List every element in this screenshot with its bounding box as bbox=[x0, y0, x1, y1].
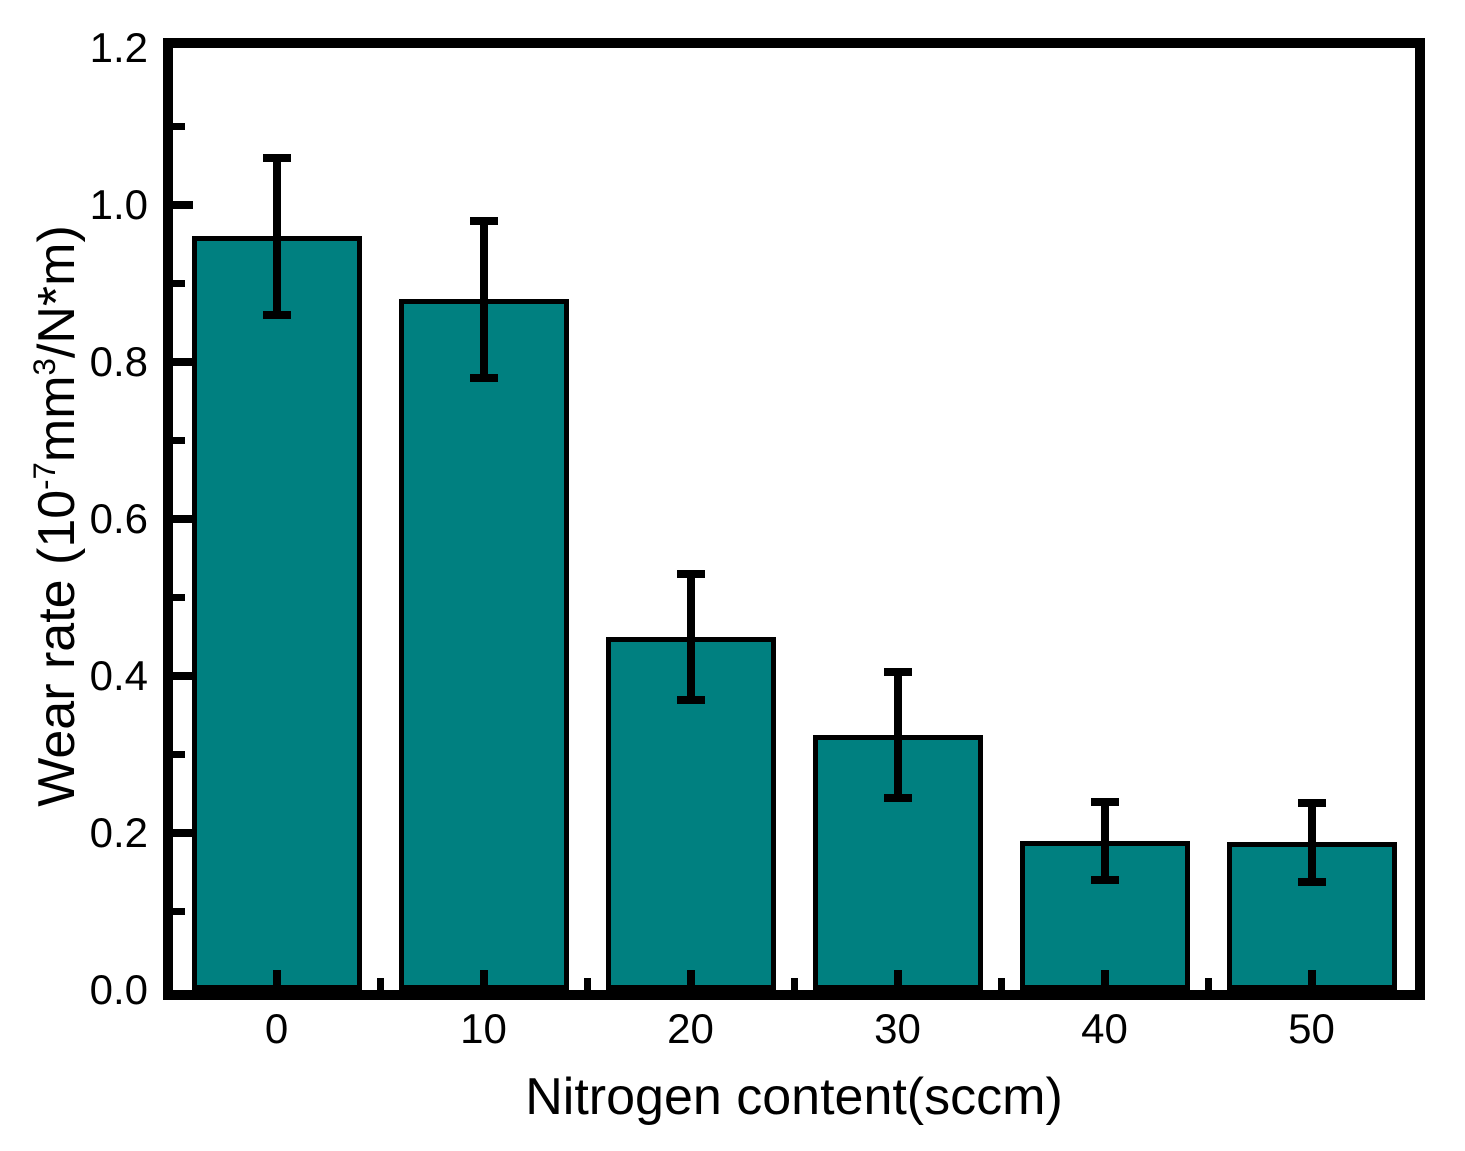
error-bar-bottom-cap bbox=[1090, 876, 1119, 885]
error-bar-bottom-cap bbox=[262, 310, 291, 319]
error-bar-bottom-cap bbox=[883, 793, 912, 802]
x-tick-label: 20 bbox=[667, 1005, 714, 1052]
error-bar-stem bbox=[893, 672, 902, 798]
error-bar-stem bbox=[1307, 803, 1316, 882]
error-bar-stem bbox=[686, 573, 695, 700]
plot-area bbox=[163, 38, 1425, 1000]
y-major-tick bbox=[173, 829, 193, 837]
error-bar-top-cap bbox=[883, 668, 912, 677]
x-major-tick bbox=[893, 970, 902, 990]
x-minor-tick bbox=[997, 978, 1005, 990]
error-bar-bottom-cap bbox=[1297, 877, 1326, 886]
error-bar-top-cap bbox=[1297, 799, 1326, 808]
y-minor-tick bbox=[173, 594, 185, 601]
x-axis-title: Nitrogen content(sccm) bbox=[525, 1068, 1063, 1126]
y-tick-label: 1.2 bbox=[89, 24, 148, 71]
y-axis-title-text: /N*m) bbox=[28, 225, 87, 359]
y-axis-title-text: mm bbox=[28, 375, 87, 463]
y-major-tick bbox=[173, 201, 193, 209]
x-minor-tick bbox=[1204, 978, 1212, 990]
y-minor-tick bbox=[173, 751, 185, 758]
y-tick-label: 1.0 bbox=[89, 181, 148, 228]
y-axis-title-superscript: -7 bbox=[27, 462, 63, 490]
error-bar-stem bbox=[1100, 801, 1109, 881]
error-bar-bottom-cap bbox=[469, 373, 498, 382]
x-major-tick bbox=[272, 970, 281, 990]
y-major-tick bbox=[173, 358, 193, 366]
y-major-tick bbox=[173, 672, 193, 680]
error-bar-top-cap bbox=[469, 216, 498, 225]
y-minor-tick bbox=[173, 908, 185, 915]
y-tick-label: 0.4 bbox=[89, 652, 148, 699]
error-bar-top-cap bbox=[676, 569, 705, 578]
plot-inner bbox=[173, 48, 1415, 990]
x-major-tick bbox=[686, 970, 695, 990]
x-minor-tick bbox=[583, 978, 591, 990]
error-bar-stem bbox=[479, 220, 488, 378]
x-tick-label: 50 bbox=[1288, 1005, 1335, 1052]
x-tick-label: 10 bbox=[460, 1005, 507, 1052]
error-bar-stem bbox=[272, 157, 281, 315]
x-major-tick bbox=[1307, 970, 1316, 990]
error-bar-top-cap bbox=[262, 153, 291, 162]
y-tick-label: 0.2 bbox=[89, 809, 148, 856]
error-bar-top-cap bbox=[1090, 797, 1119, 806]
x-tick-label: 40 bbox=[1081, 1005, 1128, 1052]
y-major-tick bbox=[173, 515, 193, 523]
x-major-tick bbox=[479, 970, 488, 990]
y-tick-label: 0.6 bbox=[89, 495, 148, 542]
x-tick-label: 30 bbox=[874, 1005, 921, 1052]
bar bbox=[398, 299, 569, 990]
y-minor-tick bbox=[173, 437, 185, 444]
y-minor-tick bbox=[173, 280, 185, 287]
y-minor-tick bbox=[173, 123, 185, 130]
y-tick-label: 0.8 bbox=[89, 338, 148, 385]
bar bbox=[191, 236, 362, 990]
x-major-tick bbox=[1100, 970, 1109, 990]
x-minor-tick bbox=[376, 978, 384, 990]
y-tick-label: 0.0 bbox=[89, 966, 148, 1013]
x-minor-tick bbox=[790, 978, 798, 990]
x-tick-label: 0 bbox=[264, 1005, 289, 1052]
error-bar-bottom-cap bbox=[676, 695, 705, 704]
